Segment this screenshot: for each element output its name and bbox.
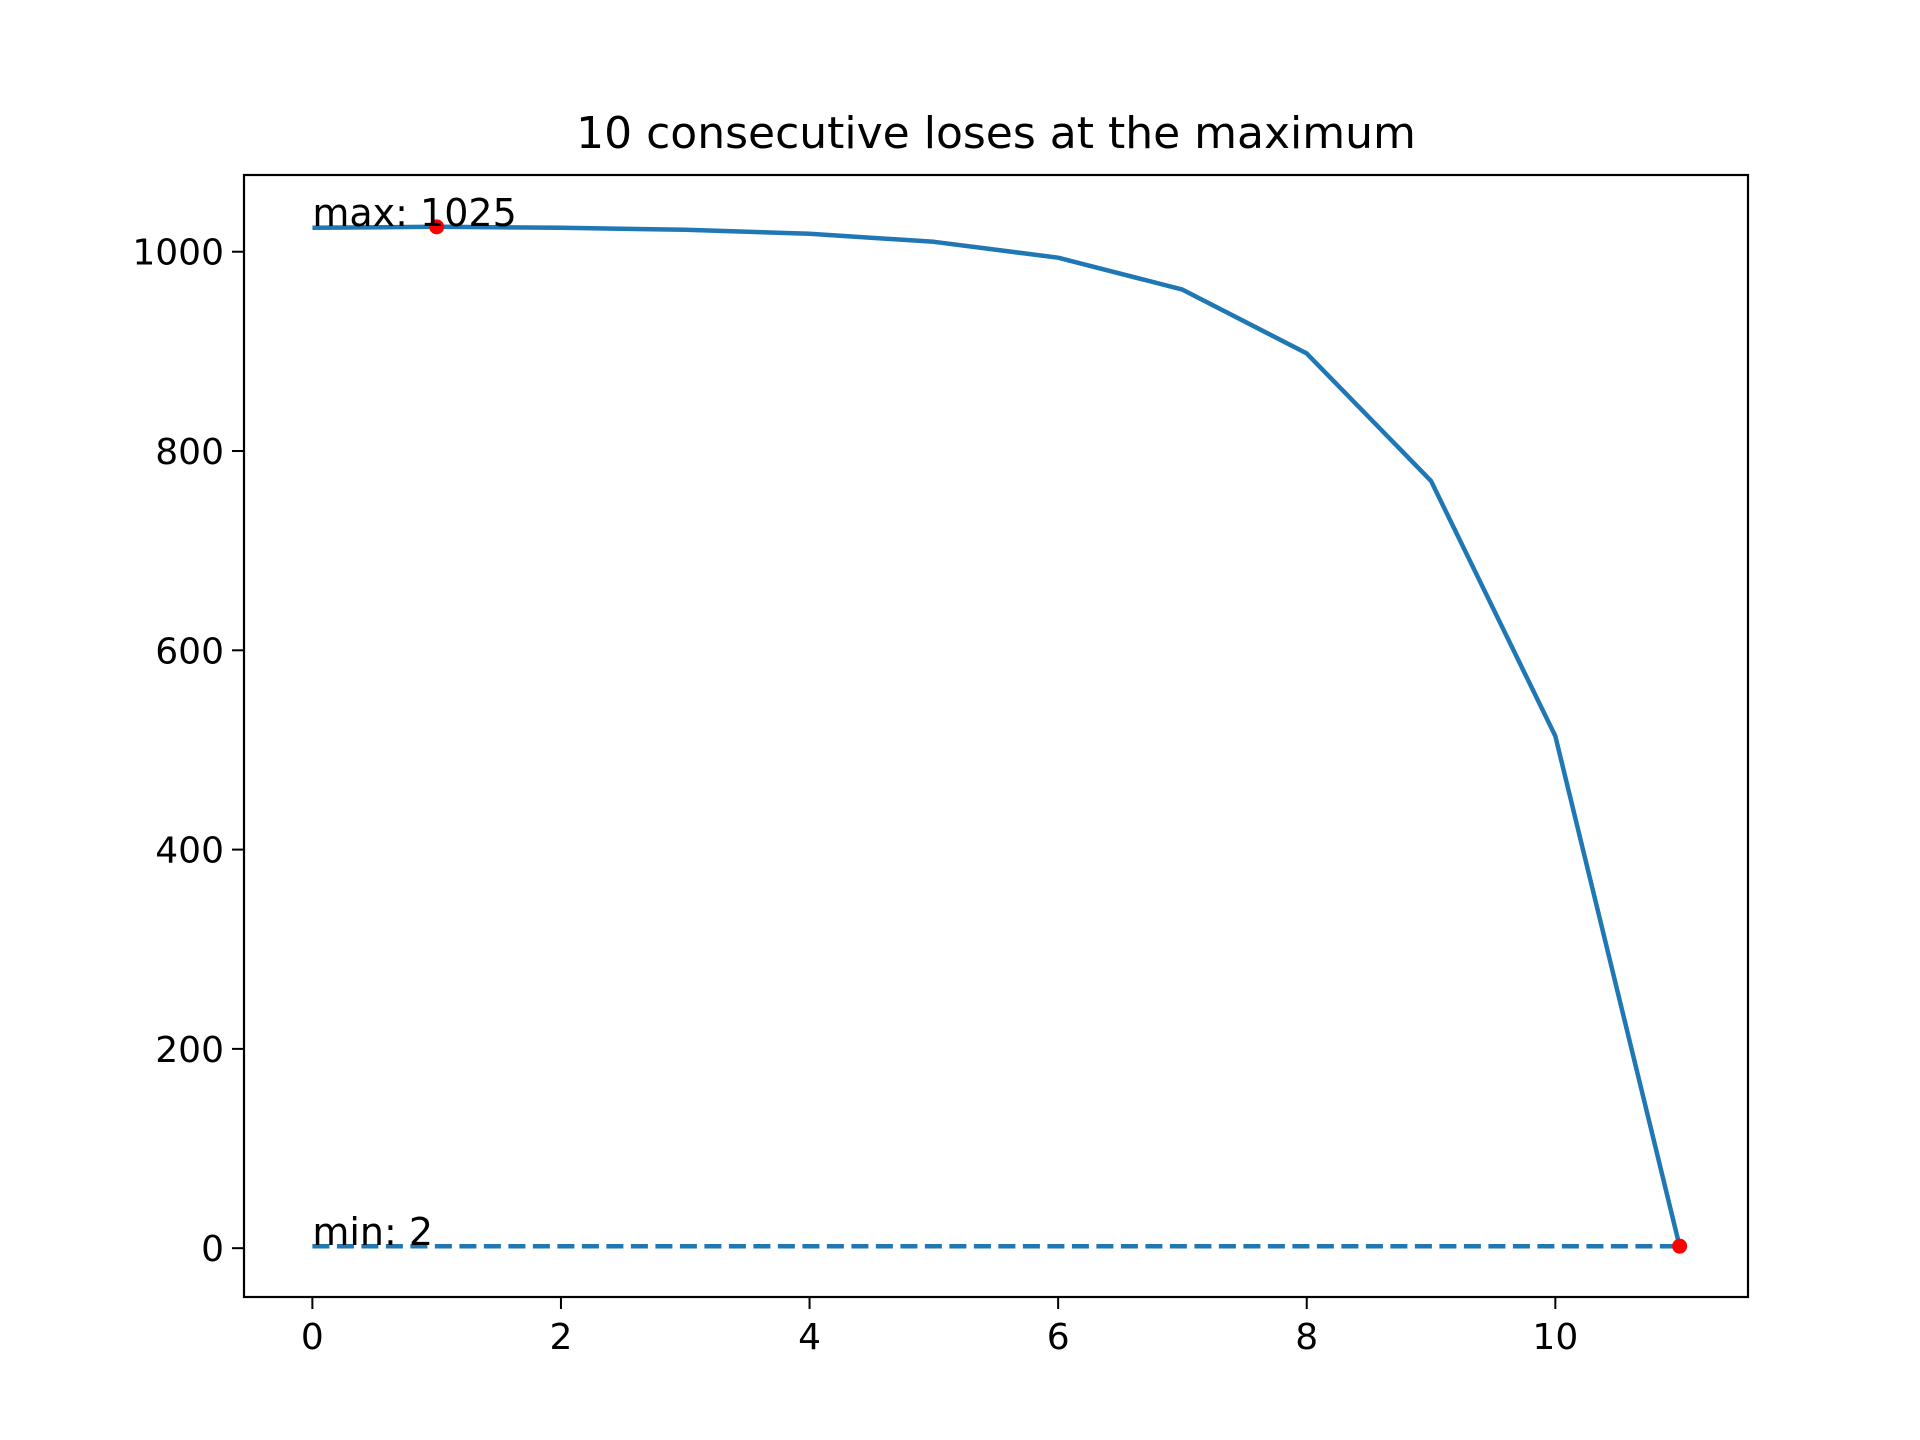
y-tick-label-5: 1000 <box>132 233 224 274</box>
annotation-0: max: 1025 <box>312 191 516 235</box>
chart-axes: 0 2 4 6 8 10 0 200 400 600 800 1000 <box>132 233 1578 1358</box>
y-tick-label-2: 400 <box>155 831 224 872</box>
marker-point-0 <box>429 219 445 235</box>
x-tick-label-2: 4 <box>798 1317 821 1358</box>
marker-point-1 <box>1672 1238 1688 1254</box>
y-tick-label-1: 200 <box>155 1030 224 1071</box>
x-tick-label-0: 0 <box>301 1317 324 1358</box>
x-tick-label-3: 6 <box>1047 1317 1070 1358</box>
x-tick-label-5: 10 <box>1532 1317 1578 1358</box>
y-tick-label-4: 800 <box>155 432 224 473</box>
x-tick-label-1: 2 <box>550 1317 573 1358</box>
series-line-0 <box>312 224 1682 1247</box>
chart-title: 10 consecutive loses at the maximum <box>576 108 1416 159</box>
plot-frame <box>242 173 1750 1299</box>
y-tick-label-0: 0 <box>201 1229 224 1270</box>
x-tick-label-4: 8 <box>1295 1317 1318 1358</box>
y-tick-label-3: 600 <box>155 631 224 672</box>
annotation-1: min: 2 <box>312 1210 433 1254</box>
chart-marks: max: 1025 min: 2 <box>312 191 1688 1254</box>
